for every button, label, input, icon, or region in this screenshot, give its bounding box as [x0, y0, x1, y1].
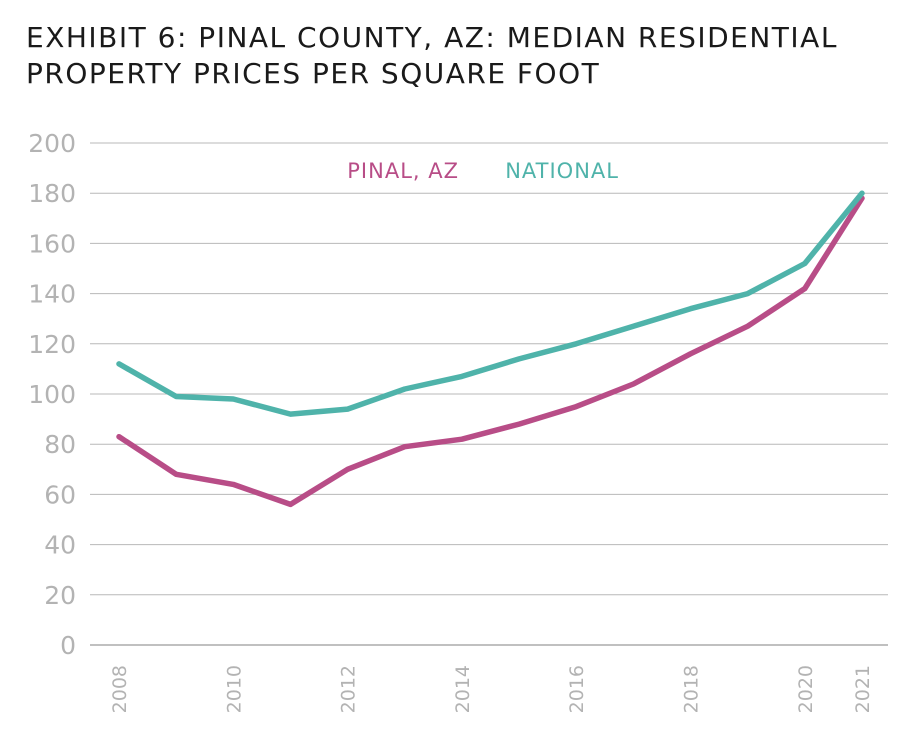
y-tick-label: 180: [28, 179, 76, 208]
legend-item-national: NATIONAL: [505, 159, 619, 183]
y-tick-label: 60: [44, 480, 76, 509]
chart-title: EXHIBIT 6: PINAL COUNTY, AZ: MEDIAN RESI…: [26, 20, 896, 92]
legend-item-pinal: PINAL, AZ: [347, 159, 459, 183]
x-tick-label: 2014: [452, 665, 474, 713]
y-tick-label: 40: [44, 531, 76, 560]
y-tick-label: 80: [44, 430, 76, 459]
x-tick-label: 2010: [223, 665, 245, 713]
x-tick-label: 2016: [566, 665, 588, 713]
y-tick-label: 20: [44, 581, 76, 610]
y-tick-label: 160: [28, 229, 76, 258]
x-tick-label: 2012: [338, 665, 360, 713]
y-tick-label: 140: [28, 280, 76, 309]
grid-lines: [90, 142, 888, 646]
x-axis-ticks: 2008 2010 2012 2014 2016 2018 2020 2021: [109, 665, 874, 713]
y-tick-label: 100: [28, 380, 76, 409]
x-tick-label: 2008: [109, 665, 131, 713]
y-tick-label: 0: [60, 631, 76, 660]
x-tick-label: 2018: [681, 665, 703, 713]
series-line-pinal: [116, 195, 865, 508]
x-tick-label: 2021: [852, 665, 874, 713]
legend: PINAL, AZ NATIONAL: [347, 159, 619, 183]
chart-title-line-1: EXHIBIT 6: PINAL COUNTY, AZ: MEDIAN RESI…: [26, 21, 838, 54]
y-axis-ticks: 0 20 40 60 80 100 120 140 160 180 200: [28, 129, 76, 660]
x-tick-label: 2020: [795, 665, 817, 713]
y-tick-label: 120: [28, 330, 76, 359]
series-line-national: [116, 190, 865, 417]
y-tick-label: 200: [28, 129, 76, 158]
chart-title-line-2: PROPERTY PRICES PER SQUARE FOOT: [26, 57, 601, 90]
series-lines: [116, 190, 865, 508]
